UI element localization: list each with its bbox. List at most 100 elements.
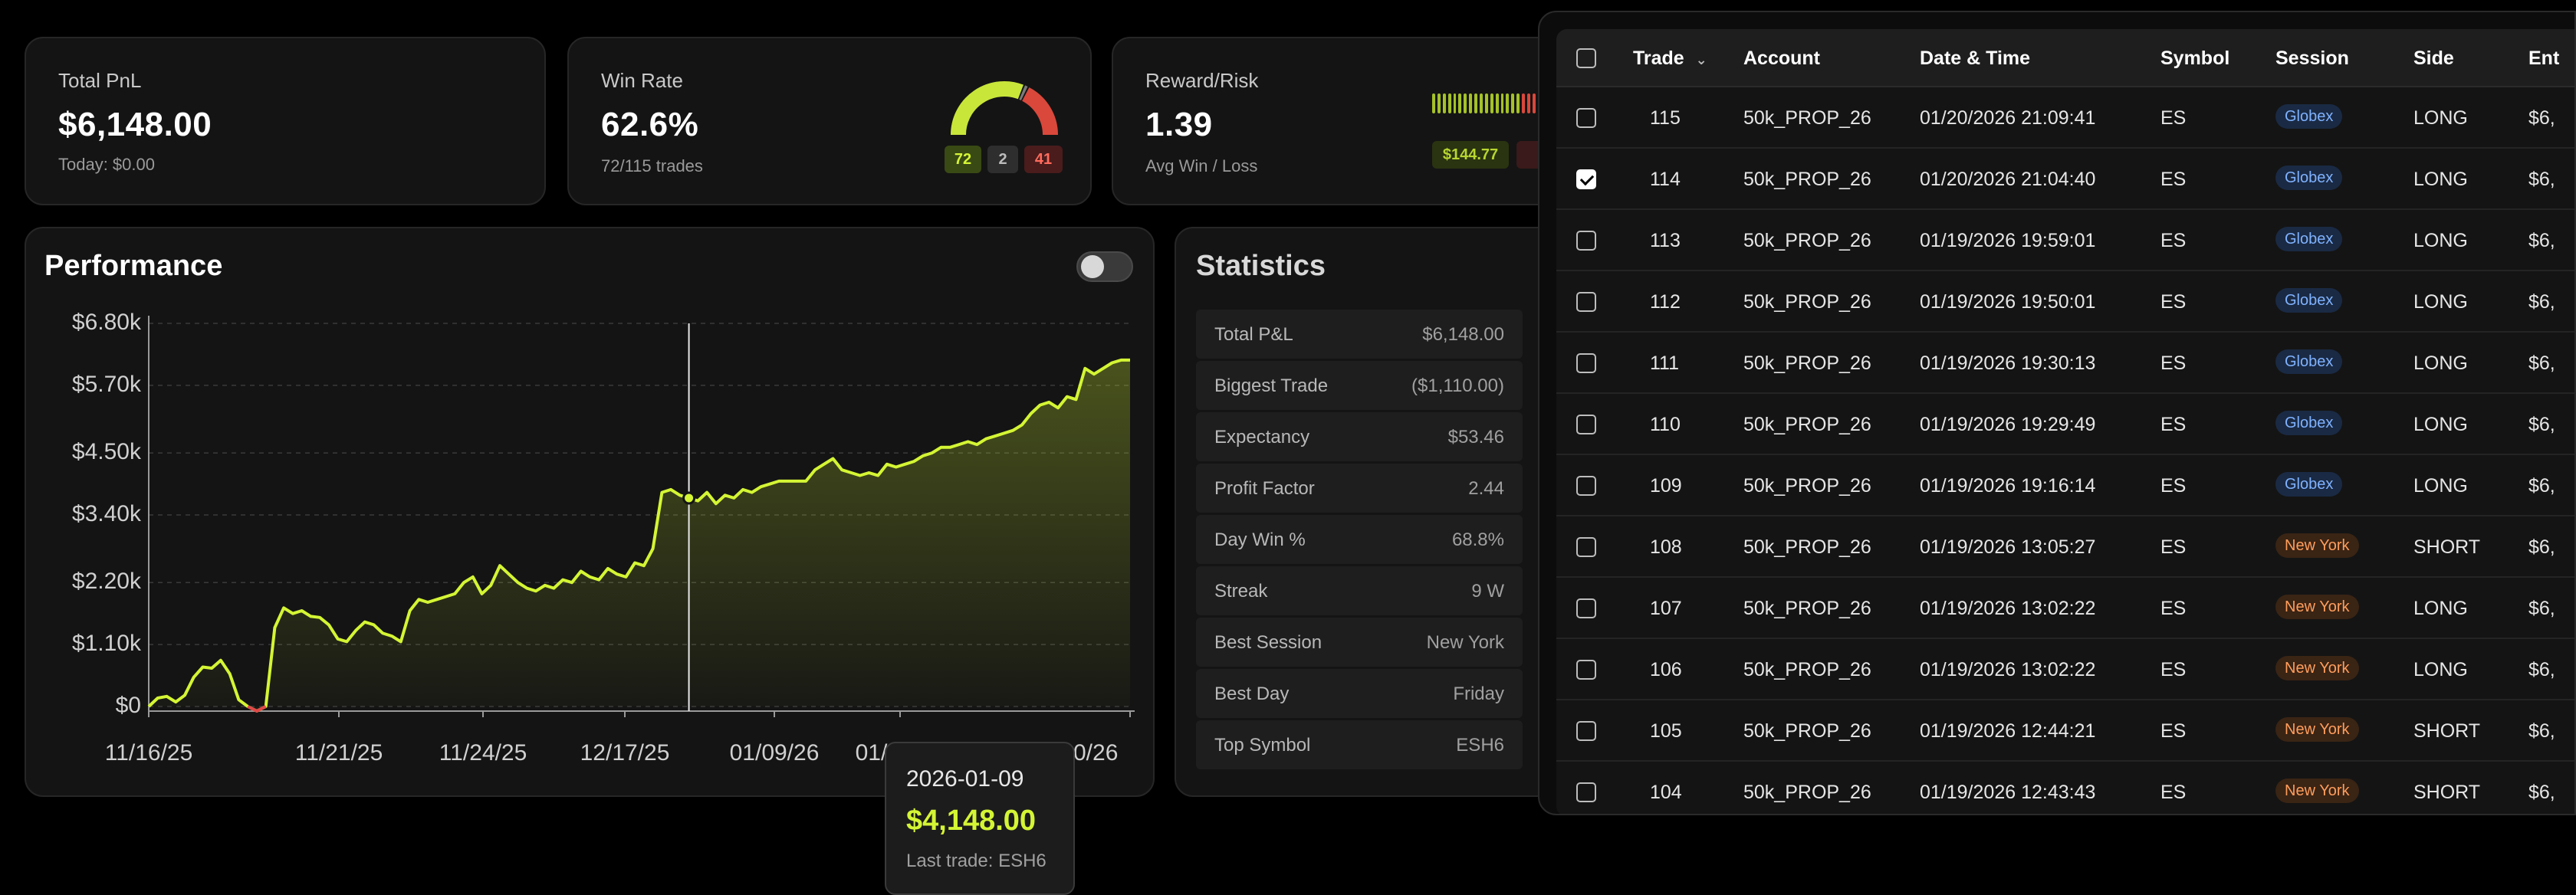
stat-value: $6,148.00 [1422, 324, 1504, 345]
row-checkbox[interactable] [1576, 292, 1596, 312]
reward-risk-segment [1490, 93, 1493, 113]
table-row[interactable]: 104 50k_PROP_26 01/19/2026 12:43:43 ES SHORT… [1556, 762, 2574, 814]
tooltip-date: 2026-01-09 [906, 766, 1024, 792]
col-session[interactable]: Session [2275, 48, 2349, 69]
col-account[interactable]: Account [1743, 48, 1820, 69]
table-row[interactable]: 110 50k_PROP_26 01/19/2026 19:29:49 ES LONG $… [1556, 394, 2574, 455]
row-checkbox[interactable] [1576, 537, 1596, 557]
reward-risk-segment [1453, 93, 1457, 113]
table-header: Trade ⌄ Account Date & Time Symbol Sessi… [1556, 29, 2574, 87]
col-datetime[interactable]: Date & Time [1920, 48, 2031, 69]
col-trade-label: Trade [1633, 48, 1684, 69]
cell-datetime: 01/19/2026 12:43:43 [1920, 782, 2096, 803]
row-checkbox[interactable] [1576, 598, 1596, 618]
row-checkbox[interactable] [1576, 721, 1596, 741]
table-row[interactable]: 106 50k_PROP_26 01/19/2026 13:02:22 ES LONG $… [1556, 639, 2574, 700]
table-row[interactable]: 113 50k_PROP_26 01/19/2026 19:59:01 ES LONG $… [1556, 210, 2574, 271]
cell-trade: 106 [1650, 659, 1682, 680]
y-tick-label: $3.40k [71, 501, 141, 526]
toggle-knob [1081, 255, 1104, 278]
stat-row: Streak 9 W [1196, 566, 1523, 615]
row-checkbox[interactable] [1576, 169, 1596, 189]
table-row[interactable]: 109 50k_PROP_26 01/19/2026 19:16:14 ES LONG $… [1556, 455, 2574, 516]
cell-trade: 111 [1650, 352, 1680, 374]
session-badge: Globex [2275, 227, 2343, 251]
trades-panel: Trade ⌄ Account Date & Time Symbol Sessi… [1538, 11, 2576, 815]
table-row[interactable]: 107 50k_PROP_26 01/19/2026 13:02:22 ES LONG $… [1556, 578, 2574, 639]
col-side[interactable]: Side [2413, 48, 2454, 69]
table-row[interactable]: 114 50k_PROP_26 01/20/2026 21:04:40 ES LONG $… [1556, 149, 2574, 210]
cell-symbol: ES [2160, 169, 2187, 190]
col-symbol[interactable]: Symbol [2160, 48, 2230, 69]
total-pnl-value: $6,148.00 [58, 106, 212, 143]
reward-risk-segment [1511, 93, 1515, 113]
performance-toggle[interactable] [1076, 251, 1133, 282]
reward-risk-segment [1500, 93, 1504, 113]
stat-value: $53.46 [1447, 427, 1504, 448]
statistics-card: Statistics Total P&L $6,148.00 Biggest Tra… [1175, 227, 1573, 797]
y-tick-label: $0 [115, 693, 141, 718]
stat-row: Expectancy $53.46 [1196, 412, 1523, 461]
cell-trade: 105 [1650, 720, 1682, 742]
cell-side: SHORT [2413, 536, 2481, 558]
session-badge: New York [2275, 533, 2359, 558]
win-rate-label: Win Rate [601, 69, 683, 92]
col-trade[interactable]: Trade ⌄ [1633, 48, 1707, 70]
col-entry[interactable]: Ent [2528, 48, 2560, 69]
stat-label: Day Win % [1214, 529, 1306, 550]
cell-trade: 108 [1650, 536, 1682, 558]
stat-value: 9 W [1471, 581, 1504, 602]
cell-datetime: 01/19/2026 19:59:01 [1920, 230, 2096, 251]
y-tick-label: $6.80k [71, 310, 141, 335]
row-checkbox[interactable] [1576, 108, 1596, 128]
row-checkbox[interactable] [1576, 353, 1596, 373]
cell-datetime: 01/19/2026 19:29:49 [1920, 414, 2096, 435]
y-tick-label: $1.10k [71, 631, 141, 657]
cell-account: 50k_PROP_26 [1743, 414, 1871, 435]
table-row[interactable]: 112 50k_PROP_26 01/19/2026 19:50:01 ES LONG $… [1556, 271, 2574, 333]
gauge-loss-arc [1021, 87, 1058, 136]
stat-label: Expectancy [1214, 427, 1310, 448]
reward-risk-card: Reward/Risk 1.39 Avg Win / Loss $144.77 [1112, 37, 1593, 205]
row-checkbox[interactable] [1576, 660, 1596, 680]
cell-entry: $6, [2528, 536, 2555, 558]
table-row[interactable]: 105 50k_PROP_26 01/19/2026 12:44:21 ES SHORT… [1556, 700, 2574, 762]
cell-entry: $6, [2528, 352, 2555, 374]
cell-account: 50k_PROP_26 [1743, 291, 1871, 313]
table-row[interactable]: 108 50k_PROP_26 01/19/2026 13:05:27 ES SHORT… [1556, 516, 2574, 578]
cell-entry: $6, [2528, 598, 2555, 619]
x-tick-label: 11/21/25 [294, 740, 383, 766]
chevron-down-icon: ⌄ [1695, 52, 1707, 67]
cell-datetime: 01/19/2026 12:44:21 [1920, 720, 2096, 742]
y-tick-label: $4.50k [71, 439, 141, 465]
reward-risk-segment [1469, 93, 1473, 113]
row-checkbox[interactable] [1576, 782, 1596, 802]
row-checkbox[interactable] [1576, 231, 1596, 251]
reward-risk-value: 1.39 [1145, 106, 1213, 143]
cell-entry: $6, [2528, 720, 2555, 742]
avg-win-chip: $144.77 [1432, 141, 1509, 169]
select-all-checkbox[interactable] [1576, 48, 1596, 68]
cell-entry: $6, [2528, 107, 2555, 129]
reward-risk-segment [1464, 93, 1467, 113]
cell-trade: 112 [1650, 291, 1681, 313]
y-tick-label: $2.20k [71, 569, 141, 595]
stat-row: Day Win % 68.8% [1196, 515, 1523, 564]
cell-side: LONG [2413, 414, 2468, 435]
total-pnl-card: Total PnL $6,148.00 Today: $0.00 [25, 37, 546, 205]
stat-value: Friday [1453, 684, 1504, 704]
table-row[interactable]: 111 50k_PROP_26 01/19/2026 19:30:13 ES LONG $… [1556, 333, 2574, 394]
cell-symbol: ES [2160, 598, 2187, 619]
win-rate-card: Win Rate 62.6% 72/115 trades 72 2 41 [567, 37, 1092, 205]
table-row[interactable]: 115 50k_PROP_26 01/20/2026 21:09:41 ES LONG $… [1556, 87, 2574, 149]
cell-side: SHORT [2413, 782, 2481, 803]
stat-value: 2.44 [1468, 478, 1504, 499]
cell-symbol: ES [2160, 720, 2187, 742]
win-rate-trades: 72/115 trades [601, 156, 703, 175]
row-checkbox[interactable] [1576, 476, 1596, 496]
row-checkbox[interactable] [1576, 415, 1596, 434]
breakeven-chip: 2 [987, 146, 1018, 173]
cell-entry: $6, [2528, 414, 2555, 435]
session-badge: New York [2275, 717, 2359, 742]
stat-label: Best Session [1214, 632, 1322, 653]
